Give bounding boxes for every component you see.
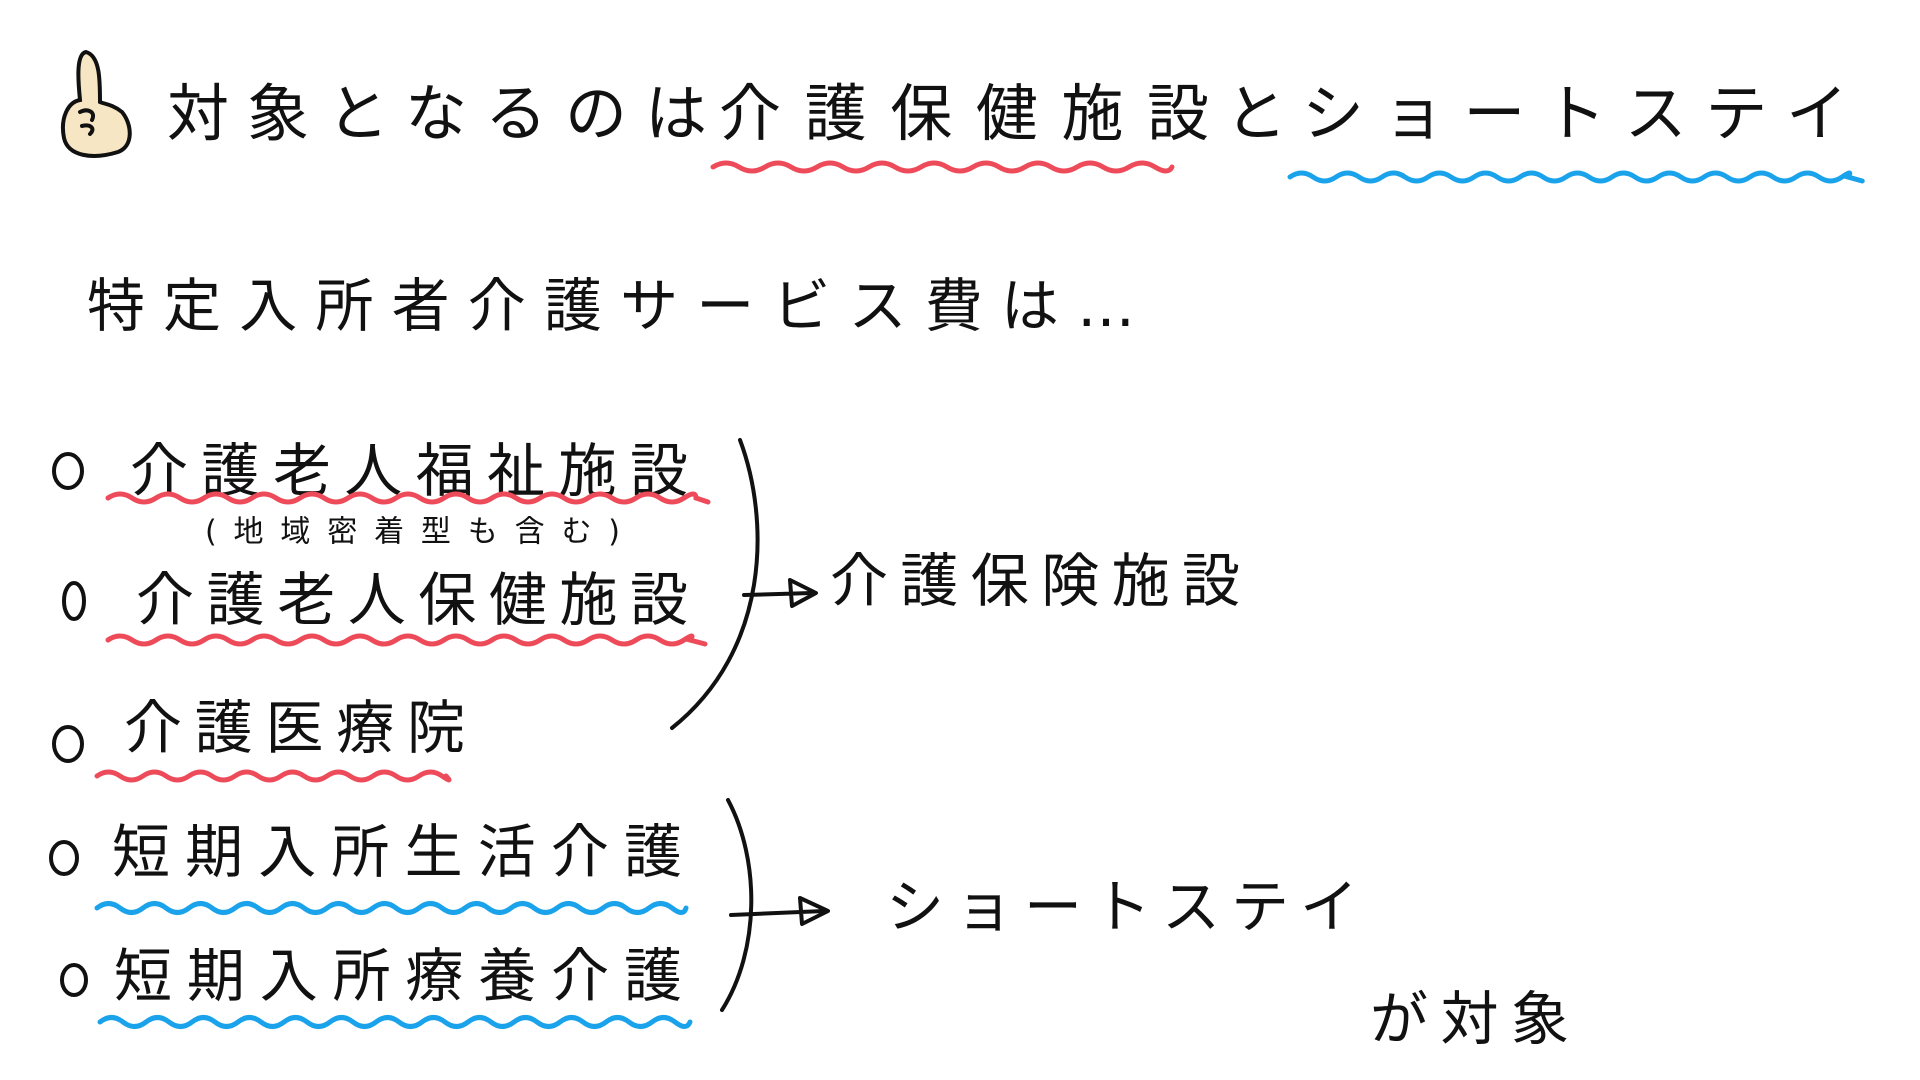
wavy-underline xyxy=(105,633,708,647)
item-label: 短期入所生活介護 xyxy=(112,818,682,886)
title-part: と xyxy=(1225,77,1287,150)
group-target: ショートステイ xyxy=(886,873,1358,941)
wavy-underline xyxy=(94,901,689,915)
bracket xyxy=(670,438,760,730)
arrow xyxy=(742,578,818,608)
finger-icon xyxy=(61,49,132,158)
title-part: 対象となるのは xyxy=(167,77,707,150)
footer-text: が対象 xyxy=(1370,985,1569,1053)
item-note: (地域密着型も含む) xyxy=(205,515,620,550)
wavy-underline xyxy=(710,160,1175,174)
group-target: 介護保険施設 xyxy=(830,547,1240,615)
intro-text: 特定入所者介護サービス費は… xyxy=(87,272,1135,340)
arrow xyxy=(729,896,830,926)
title-keyword: ショートステイ xyxy=(1302,77,1848,150)
item-label: 短期入所療養介護 xyxy=(114,942,682,1010)
bullets xyxy=(49,452,88,997)
wavy-underline xyxy=(1287,170,1865,184)
wavy-underline xyxy=(94,769,452,783)
wavy-underline xyxy=(105,491,711,505)
title-keyword: 介護保健施設 xyxy=(719,77,1209,150)
item-label: 介護医療院 xyxy=(124,694,465,762)
item-label: 介護老人保健施設 xyxy=(136,566,688,634)
bracket xyxy=(720,798,754,1012)
wavy-underline xyxy=(97,1015,693,1029)
